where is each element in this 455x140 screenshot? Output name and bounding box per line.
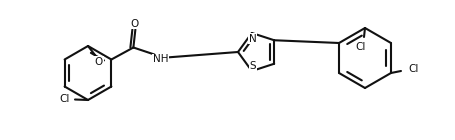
Text: S: S (249, 61, 256, 71)
Text: Cl: Cl (355, 42, 365, 52)
Text: O: O (130, 18, 138, 29)
Text: NH: NH (152, 54, 168, 65)
Text: Cl: Cl (60, 94, 70, 104)
Text: N: N (248, 34, 256, 44)
Text: O: O (95, 57, 103, 67)
Text: Cl: Cl (408, 64, 418, 74)
